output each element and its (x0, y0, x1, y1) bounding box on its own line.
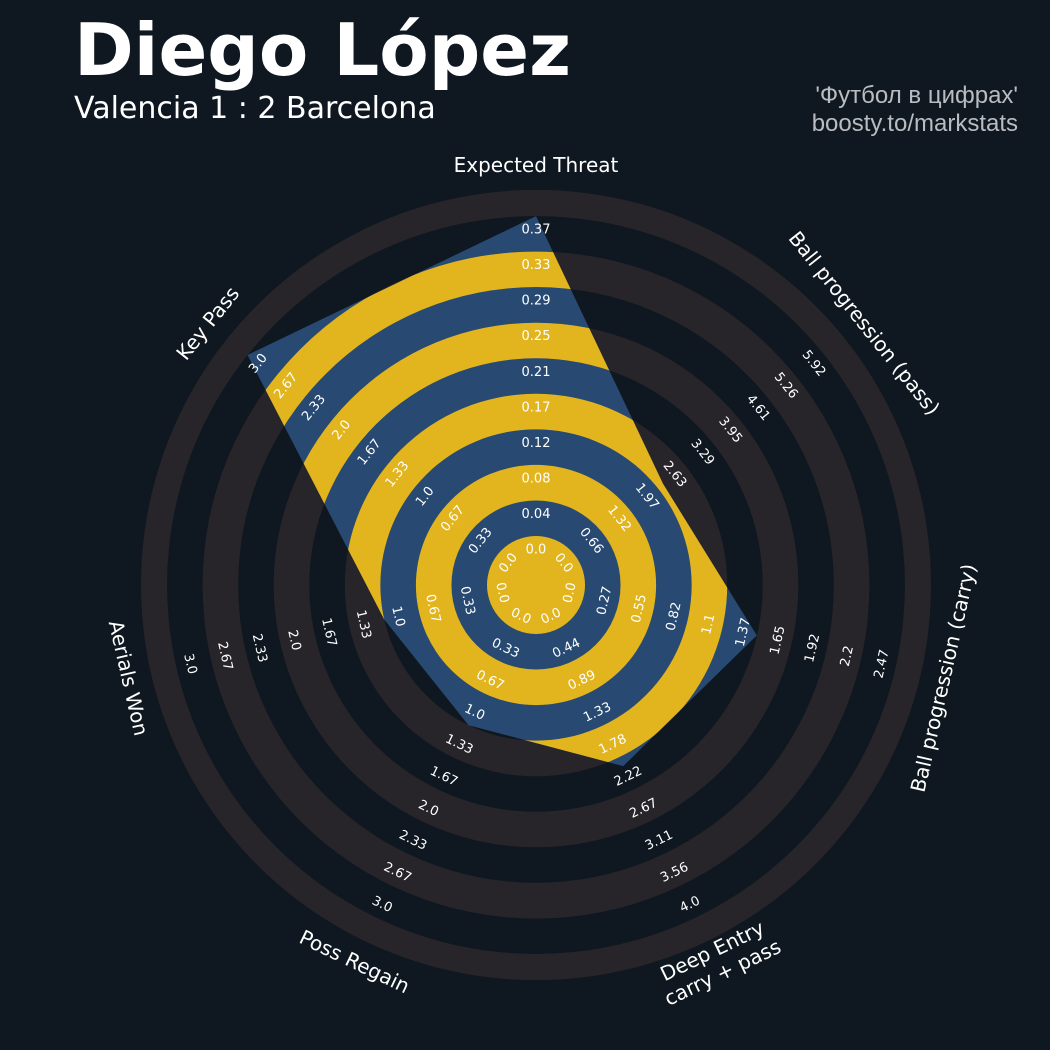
credit-line-1: 'Футбол в цифрах' (815, 82, 1018, 109)
tick-label: 0.12 (522, 436, 551, 451)
tick-label: 2.47 (872, 648, 893, 680)
tick-label: 0.33 (522, 258, 551, 273)
tick-label: 1.0 (388, 605, 407, 629)
player-band-center (487, 536, 585, 634)
tick-label: 0.21 (522, 365, 551, 380)
tick-label: 1.67 (318, 617, 339, 649)
tick-label: 1.65 (768, 625, 789, 657)
tick-label: 0.33 (457, 585, 478, 617)
tick-label: 0.0 (492, 581, 511, 605)
tick-label: 1.37 (733, 617, 754, 649)
tick-label: 2.2 (838, 644, 857, 668)
tick-label: 0.0 (526, 543, 547, 558)
tick-label: 0.55 (629, 593, 650, 625)
tick-label: 0.04 (522, 507, 551, 522)
tick-label: 0.67 (422, 593, 443, 625)
tick-label: 0.0 (560, 581, 579, 605)
tick-label: 0.08 (522, 471, 551, 486)
player-name-title: Diego López (74, 8, 571, 92)
tick-label: 2.33 (397, 828, 430, 854)
tick-label: 0.25 (522, 329, 551, 344)
tick-label: 3.11 (643, 828, 676, 854)
tick-label: 1.33 (353, 609, 374, 641)
tick-label: 2.33 (249, 632, 270, 664)
credit-line-2: boosty.to/markstats (811, 110, 1018, 137)
tick-label: 2.67 (214, 640, 235, 672)
match-subtitle: Valencia 1 : 2 Barcelona (74, 91, 436, 126)
tick-label: 4.0 (677, 894, 702, 916)
tick-label: 1.67 (427, 764, 460, 790)
tick-label: 0.17 (522, 400, 551, 415)
tick-label: 1.92 (802, 632, 823, 664)
player-band (415, 464, 657, 706)
tick-label: 0.82 (664, 601, 685, 633)
tick-label: 2.0 (284, 629, 303, 653)
tick-label: 0.37 (522, 223, 551, 238)
tick-label: 0.29 (522, 294, 551, 309)
tick-label: 2.22 (612, 764, 645, 790)
tick-label: 3.0 (180, 652, 199, 676)
tick-label: 1.1 (699, 613, 718, 637)
tick-label: 0.27 (594, 585, 615, 617)
tick-label: 3.0 (369, 894, 394, 916)
axis-label: Expected Threat (454, 153, 619, 177)
player-highlight-bands (247, 251, 757, 767)
